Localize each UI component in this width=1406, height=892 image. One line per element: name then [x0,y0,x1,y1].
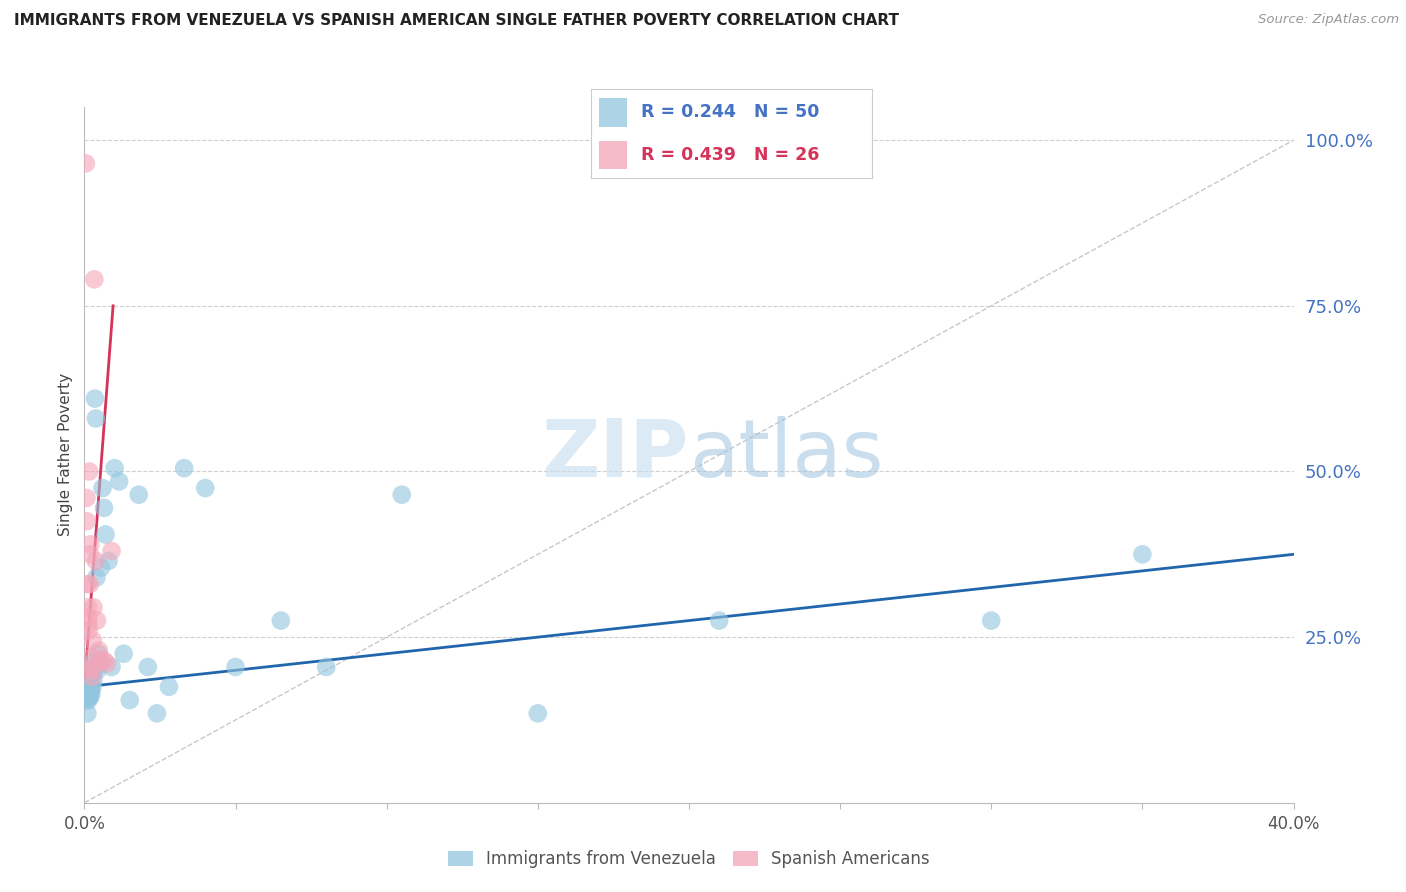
Point [80,670,103,684]
Point [82,680,104,694]
Point [80,663,103,677]
Point [76,491,98,505]
Point [146,706,169,721]
Point [225,660,247,674]
Bar [599,141,627,169]
Point [79,577,101,591]
Point [270,614,292,628]
Text: IMMIGRANTS FROM VENEZUELA VS SPANISH AMERICAN SINGLE FATHER POVERTY CORRELATION : IMMIGRANTS FROM VENEZUELA VS SPANISH AME… [14,13,898,29]
Point [104,461,127,475]
Point [80,686,103,700]
Point [83,272,105,286]
Point [709,614,731,628]
Point [79,547,101,561]
Point [79,680,101,694]
Point [77,600,100,615]
Point [82,600,104,615]
Point [100,544,122,558]
Point [128,488,150,502]
Point [136,660,159,674]
Point [83,663,105,677]
Point [173,461,195,475]
Point [87,647,110,661]
Text: R = 0.244   N = 50: R = 0.244 N = 50 [641,103,820,121]
Point [82,666,104,681]
Point [93,500,115,515]
Point [84,411,107,425]
Point [80,680,103,694]
Point [112,647,135,661]
Point [100,660,122,674]
Point [76,514,98,528]
Point [77,624,100,638]
Point [79,683,101,698]
Bar [599,98,627,127]
Point [94,527,117,541]
Point [80,657,103,671]
Point [93,653,115,667]
Point [90,560,112,574]
Point [84,392,107,406]
Point [89,657,111,671]
Point [75,156,97,170]
Point [118,693,141,707]
Point [980,614,1002,628]
Point [86,663,108,677]
Point [315,660,337,674]
Point [77,690,100,704]
Point [96,657,118,671]
Point [79,690,101,704]
Point [82,660,104,674]
Point [97,554,120,568]
Point [194,481,217,495]
Point [1130,547,1153,561]
Y-axis label: Single Father Poverty: Single Father Poverty [58,374,73,536]
Point [80,683,103,698]
Point [108,475,131,489]
Legend: Immigrants from Venezuela, Spanish Americans: Immigrants from Venezuela, Spanish Ameri… [441,843,936,874]
Point [84,554,107,568]
Point [77,465,100,479]
Point [91,481,114,495]
Text: atlas: atlas [689,416,883,494]
Point [76,693,98,707]
Point [76,686,98,700]
Text: ZIP: ZIP [541,416,689,494]
Point [527,706,550,721]
Point [82,633,104,648]
Point [77,693,100,707]
Point [157,680,180,694]
Point [86,570,108,584]
Point [77,680,100,694]
Point [90,653,112,667]
Point [87,643,110,657]
Point [76,706,98,721]
Point [391,488,413,502]
Point [82,673,104,688]
Point [86,614,108,628]
Point [79,537,101,551]
Point [77,683,100,698]
Point [76,577,98,591]
Point [82,660,104,674]
Point [77,610,100,624]
Point [77,616,100,631]
Point [79,686,101,700]
Text: R = 0.439   N = 26: R = 0.439 N = 26 [641,146,820,164]
Point [80,650,103,665]
Text: Source: ZipAtlas.com: Source: ZipAtlas.com [1258,13,1399,27]
